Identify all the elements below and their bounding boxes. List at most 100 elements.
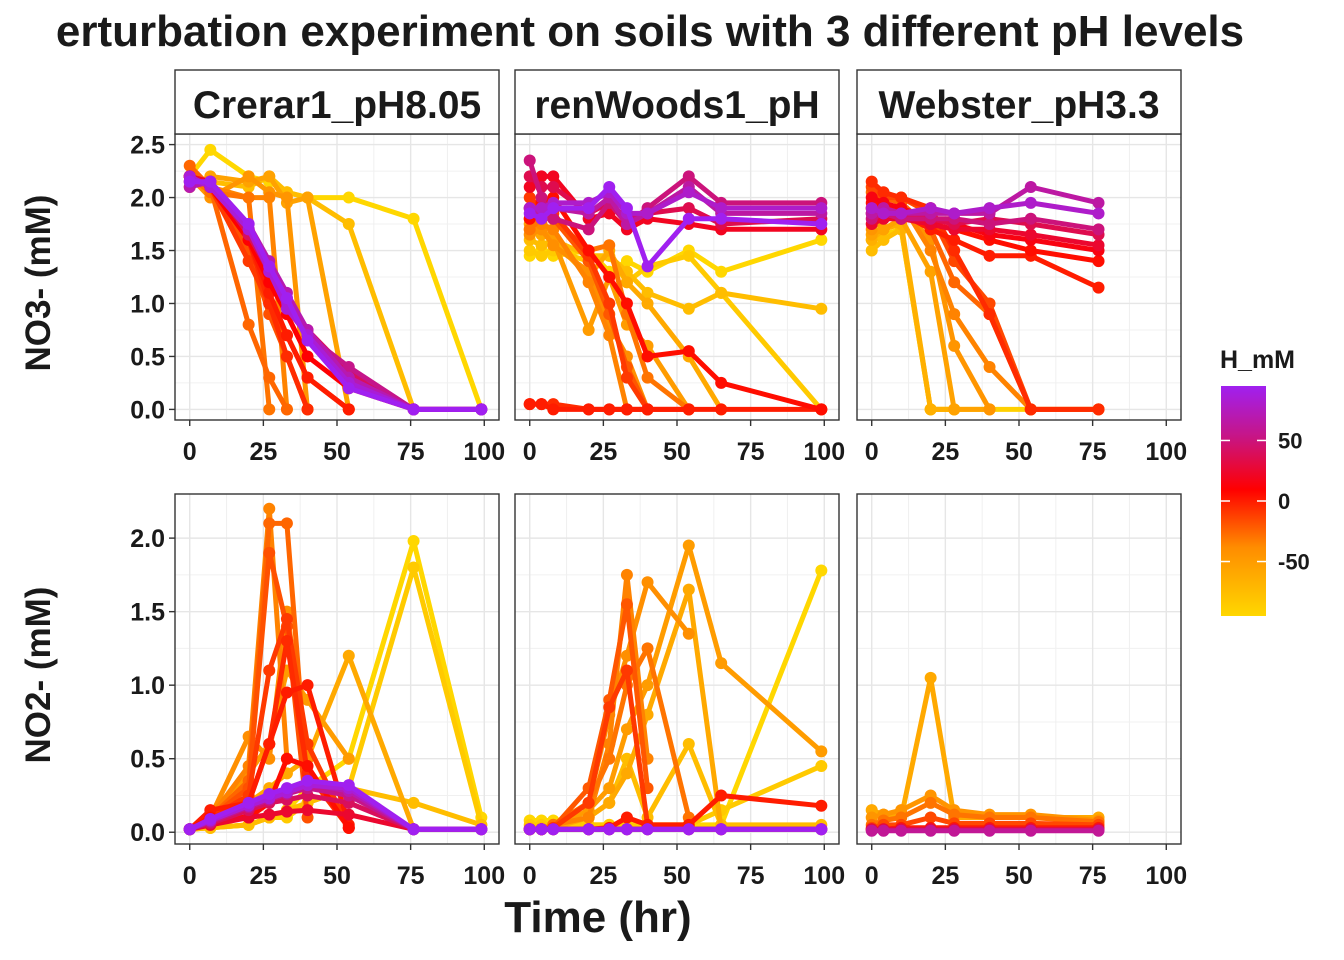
data-point (877, 824, 890, 837)
data-point (895, 207, 908, 220)
series-line (187, 173, 417, 412)
panel-r1-c1: 0 25 50 75 100 (514, 493, 845, 890)
data-point (547, 223, 560, 236)
data-point (204, 175, 217, 188)
chart-title: erturbation experiment on soils with 3 d… (56, 7, 1244, 56)
y-axis-title-no3: NO3- (mM) (19, 195, 58, 372)
data-point (983, 249, 996, 262)
data-point (242, 218, 255, 231)
x-tick-label: 75 (397, 862, 425, 890)
data-point (523, 223, 536, 236)
data-point (1092, 255, 1105, 268)
data-point (877, 186, 890, 199)
data-point (475, 403, 488, 416)
data-point (342, 649, 355, 662)
data-point (641, 350, 654, 363)
data-point (280, 805, 293, 818)
data-point (263, 664, 276, 677)
data-point (641, 260, 654, 273)
x-tick-label: 0 (523, 862, 537, 890)
data-point (715, 403, 728, 416)
data-point (682, 627, 695, 640)
data-point (582, 811, 595, 824)
data-point (280, 403, 293, 416)
data-point (342, 779, 355, 792)
y-tick-label: 2.5 (130, 132, 165, 160)
data-point (641, 576, 654, 589)
data-point (242, 796, 255, 809)
data-point (547, 180, 560, 193)
data-point (620, 811, 633, 824)
panel-r1-c0: 0.0 0.5 1.0 1.5 2.0 0 25 50 75 100 (130, 493, 505, 890)
data-point (407, 535, 420, 548)
data-point (620, 371, 633, 384)
data-point (242, 170, 255, 183)
data-point (983, 403, 996, 416)
x-tick-label: 100 (1145, 862, 1187, 890)
data-point (865, 191, 878, 204)
data-point (1092, 403, 1105, 416)
panel-r0-c0: 0.0 0.5 1.0 1.5 2.0 2.5 0 25 50 75 100 (130, 132, 505, 466)
data-point (682, 202, 695, 215)
data-point (983, 361, 996, 374)
data-point (1024, 824, 1037, 837)
data-point (715, 202, 728, 215)
data-point (280, 191, 293, 204)
data-point (263, 371, 276, 384)
data-point (263, 170, 276, 183)
data-point (877, 233, 890, 246)
data-point (475, 823, 488, 836)
data-point (603, 752, 616, 765)
data-point (924, 671, 937, 684)
strip-box (174, 69, 500, 135)
data-point (407, 823, 420, 836)
data-point (983, 824, 996, 837)
data-point (280, 782, 293, 795)
data-point (603, 823, 616, 836)
strip-renwoods1: renWoods1_pH (514, 69, 840, 135)
data-point (603, 239, 616, 252)
data-point (682, 186, 695, 199)
data-point (620, 664, 633, 677)
data-point (715, 212, 728, 225)
data-point (948, 339, 961, 352)
data-point (983, 308, 996, 321)
data-point (183, 175, 196, 188)
data-point (715, 657, 728, 670)
y-tick-label: 2.0 (130, 525, 165, 553)
data-point (342, 361, 355, 374)
data-point (1024, 244, 1037, 257)
data-point (715, 823, 728, 836)
x-tick-label: 50 (663, 862, 691, 890)
data-point (582, 202, 595, 215)
data-point (280, 292, 293, 305)
y-axis-title-no2: NO2- (mM) (19, 587, 58, 764)
data-point (924, 265, 937, 278)
data-point (301, 403, 314, 416)
y-tick-label: 0.0 (130, 396, 165, 424)
data-point (815, 799, 828, 812)
data-point (1092, 207, 1105, 220)
x-tick-label: 100 (463, 862, 505, 890)
data-point (641, 403, 654, 416)
data-point (301, 334, 314, 347)
data-point (523, 823, 536, 836)
data-point (815, 745, 828, 758)
strip-label-renwoods1: renWoods1_pH (534, 84, 819, 127)
data-point (523, 154, 536, 167)
data-point (523, 180, 536, 193)
data-point (865, 824, 878, 837)
data-point (204, 813, 217, 825)
x-tick-label: 75 (737, 862, 765, 890)
data-point (280, 329, 293, 342)
data-point (535, 212, 548, 225)
data-point (620, 568, 633, 581)
data-point (280, 686, 293, 699)
data-point (301, 679, 314, 692)
data-point (948, 244, 961, 257)
x-tick-label: 25 (589, 438, 617, 466)
data-point (603, 271, 616, 283)
data-point (815, 233, 828, 246)
series-line (527, 184, 824, 269)
data-point (263, 738, 276, 750)
